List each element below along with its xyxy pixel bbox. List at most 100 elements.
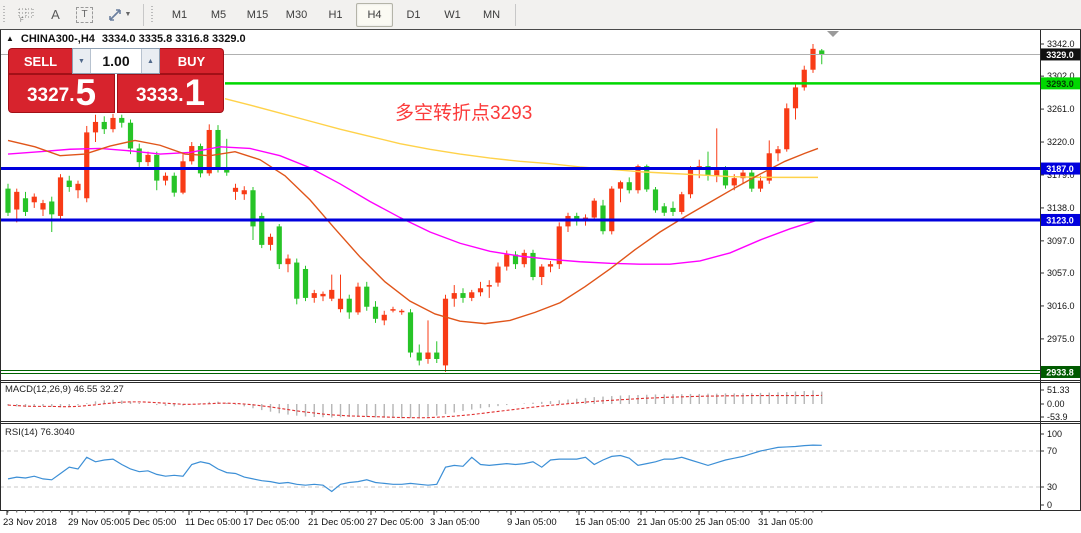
volume-value[interactable]: 1.00 — [102, 53, 130, 69]
candle-body — [784, 108, 790, 150]
text-label-icon[interactable]: A — [41, 2, 70, 27]
timeframe-button-M5[interactable]: M5 — [210, 8, 227, 21]
candle-body — [285, 258, 291, 265]
timeframe-button-D1[interactable]: D1 — [406, 8, 421, 21]
candle-body — [66, 180, 72, 188]
dropdown-caret-icon: ▼ — [124, 11, 132, 18]
candle-body — [75, 183, 81, 191]
grid-f-icon[interactable]: F — [12, 2, 41, 27]
time-axis-label: 29 Nov 05:00 — [68, 517, 125, 528]
candle-body — [460, 293, 466, 298]
candle-body — [294, 262, 300, 299]
rsi-indicator-label: RSI(14) 76.3040 — [5, 427, 75, 438]
time-axis-label: 27 Dec 05:00 — [367, 517, 424, 528]
candle-body — [442, 298, 449, 366]
candle-body — [364, 286, 370, 307]
candle-body — [127, 122, 134, 149]
sell-button[interactable]: SELL — [8, 48, 72, 74]
timeframe-button-M15[interactable]: M15 — [246, 8, 269, 21]
candle-body — [687, 168, 694, 195]
rsi-axis-label: 0 — [1047, 500, 1052, 510]
candle-body — [644, 166, 650, 190]
price-tick-label: 3097.0 — [1047, 236, 1075, 246]
price-badge-label: 3187.0 — [1046, 164, 1074, 174]
candle-body — [206, 129, 212, 174]
timeframe-button-M30[interactable]: M30 — [285, 8, 308, 21]
candle-body — [469, 292, 475, 298]
price-badge-label: 2933.8 — [1046, 367, 1074, 377]
candle-body — [346, 298, 352, 313]
candle-body — [626, 182, 632, 191]
time-axis-label: 21 Jan 05:00 — [637, 517, 692, 528]
candle-body — [337, 298, 344, 310]
candle-body — [311, 293, 317, 298]
arrows-icon — [108, 8, 121, 21]
chart-title: ▲ CHINA300-,H4 3334.0 3335.8 3316.8 3329.0 — [6, 33, 246, 45]
time-axis-label: 17 Dec 05:00 — [243, 517, 300, 528]
candle-body — [302, 268, 309, 298]
bid-big-digit: 5 — [75, 72, 97, 113]
buy-button[interactable]: BUY — [160, 48, 224, 74]
toolbar-separator-2 — [515, 3, 516, 26]
candle-body — [722, 170, 729, 186]
candle-body — [661, 206, 667, 213]
candle-body — [197, 146, 204, 174]
price-tick-label: 3342.0 — [1047, 39, 1075, 49]
time-axis-label: 5 Dec 05:00 — [125, 517, 176, 528]
candle-body — [749, 172, 755, 189]
candle-body — [635, 166, 641, 191]
volume-spinner: ▼ 1.00 ▲ — [72, 48, 160, 74]
pivot-annotation-text: 多空转折点3293 — [395, 103, 533, 124]
candle-body — [740, 172, 746, 179]
candle-body — [504, 254, 510, 267]
rsi-axis-label: 100 — [1047, 429, 1062, 439]
timeframe-button-W1[interactable]: W1 — [444, 8, 461, 21]
one-click-trading-panel: SELL ▼ 1.00 ▲ BUY 3327. 5 3333. 1 — [8, 48, 224, 113]
title-marker-icon: ▲ — [6, 34, 14, 43]
volume-decrease-button[interactable]: ▼ — [73, 49, 91, 73]
candle-body — [617, 182, 624, 189]
price-badge — [1041, 365, 1080, 378]
candle-body — [320, 293, 326, 297]
price-badge — [1041, 213, 1080, 226]
text-box-icon[interactable]: T — [70, 2, 99, 27]
rsi-axis-label: 70 — [1047, 446, 1057, 456]
candle-body — [530, 252, 536, 278]
candle-body — [119, 117, 125, 123]
candle-body — [547, 264, 554, 267]
volume-increase-button[interactable]: ▲ — [141, 49, 159, 73]
timeframe-button-H4[interactable]: H4 — [356, 2, 393, 27]
ask-price[interactable]: 3333. 1 — [117, 74, 224, 113]
macd-axis-label: 51.33 — [1047, 385, 1070, 395]
time-axis-label: 11 Dec 05:00 — [185, 517, 241, 528]
candle-body — [652, 189, 659, 211]
candle-body — [486, 285, 492, 287]
candle-body — [372, 306, 379, 319]
toolbar-drag-handle[interactable] — [3, 5, 8, 24]
toolbar-separator — [143, 3, 144, 26]
candle-body — [84, 132, 90, 199]
timeframe-button-M1[interactable]: M1 — [171, 8, 188, 21]
timeframe-button-MN[interactable]: MN — [482, 8, 501, 21]
candle-body — [224, 169, 230, 173]
candle-body — [477, 288, 484, 293]
bid-price[interactable]: 3327. 5 — [8, 74, 115, 113]
price-tick-label: 3016.0 — [1047, 301, 1075, 311]
candle-body — [267, 236, 274, 245]
toolbar-drag-handle-2[interactable] — [151, 5, 156, 24]
candle-body — [215, 129, 221, 170]
candle-body — [792, 87, 799, 109]
ohlc-values: 3334.0 3335.8 3316.8 3329.0 — [101, 33, 246, 45]
macd-axis-label: -53.9 — [1047, 412, 1068, 422]
arrows-tool-button[interactable]: ▼ — [99, 2, 139, 27]
candle-body — [110, 117, 116, 130]
candle-body — [136, 148, 142, 163]
candle-body — [539, 266, 545, 278]
price-tick-label: 2975.0 — [1047, 334, 1075, 344]
letter-a-glyph: A — [51, 7, 60, 22]
price-tick-label: 3302.0 — [1047, 71, 1075, 81]
timeframe-button-H1[interactable]: H1 — [328, 8, 343, 21]
candle-body — [232, 187, 239, 192]
candle-body — [731, 178, 737, 186]
price-badge-label: 3123.0 — [1046, 215, 1074, 225]
